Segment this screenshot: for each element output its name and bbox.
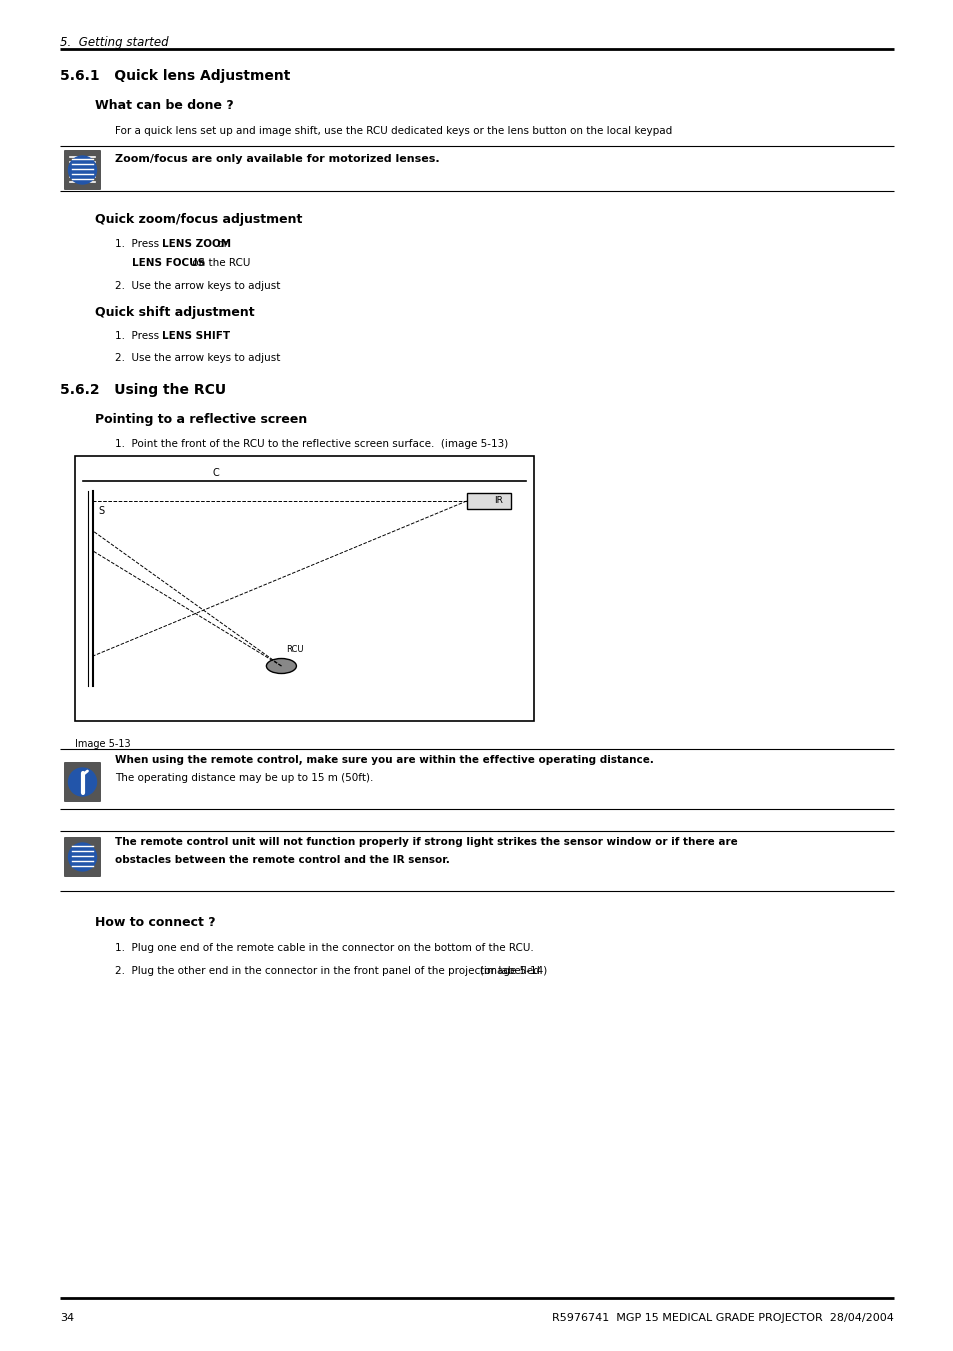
Text: 2.  Plug the other end in the connector in the front panel of the projector labe: 2. Plug the other end in the connector i… xyxy=(115,966,539,975)
Text: How to connect ?: How to connect ? xyxy=(95,916,215,929)
Text: Image 5-13: Image 5-13 xyxy=(75,739,131,748)
Text: IR: IR xyxy=(494,496,502,505)
Text: obstacles between the remote control and the IR sensor.: obstacles between the remote control and… xyxy=(115,855,450,865)
Text: R5976741  MGP 15 MEDICAL GRADE PROJECTOR  28/04/2004: R5976741 MGP 15 MEDICAL GRADE PROJECTOR … xyxy=(552,1313,893,1323)
Text: RCU: RCU xyxy=(286,644,304,654)
Text: on the RCU: on the RCU xyxy=(189,258,250,267)
Text: 1.  Point the front of the RCU to the reflective screen surface.  (image 5-13): 1. Point the front of the RCU to the ref… xyxy=(115,439,508,449)
Text: 1.  Plug one end of the remote cable in the connector on the bottom of the RCU.: 1. Plug one end of the remote cable in t… xyxy=(115,943,533,952)
Text: 1.  Press: 1. Press xyxy=(115,331,162,340)
Text: Zoom/focus are only available for motorized lenses.: Zoom/focus are only available for motori… xyxy=(115,154,439,163)
Text: Quick shift adjustment: Quick shift adjustment xyxy=(95,305,254,319)
Text: 2.  Use the arrow keys to adjust: 2. Use the arrow keys to adjust xyxy=(115,281,280,290)
Text: 34: 34 xyxy=(60,1313,74,1323)
FancyBboxPatch shape xyxy=(64,762,101,802)
Text: 5.6.2   Using the RCU: 5.6.2 Using the RCU xyxy=(60,382,226,397)
Text: For a quick lens set up and image shift, use the RCU dedicated keys or the lens : For a quick lens set up and image shift,… xyxy=(115,126,672,136)
Text: Pointing to a reflective screen: Pointing to a reflective screen xyxy=(95,413,307,426)
Text: LENS ZOOM: LENS ZOOM xyxy=(162,239,231,249)
Text: 5.6.1   Quick lens Adjustment: 5.6.1 Quick lens Adjustment xyxy=(60,69,290,82)
Text: When using the remote control, make sure you are within the effective operating : When using the remote control, make sure… xyxy=(115,755,653,765)
Text: S: S xyxy=(98,507,104,516)
Circle shape xyxy=(69,843,96,871)
Text: or: or xyxy=(213,239,228,249)
Text: C: C xyxy=(213,467,219,478)
Text: LENS FOCUS: LENS FOCUS xyxy=(132,258,205,267)
FancyBboxPatch shape xyxy=(64,838,101,877)
Circle shape xyxy=(69,767,96,796)
Text: 5.  Getting started: 5. Getting started xyxy=(60,36,169,49)
Text: Quick zoom/focus adjustment: Quick zoom/focus adjustment xyxy=(95,213,302,226)
Text: 2.  Use the arrow keys to adjust: 2. Use the arrow keys to adjust xyxy=(115,353,280,363)
Text: .  (image 5-14): . (image 5-14) xyxy=(470,966,547,975)
Ellipse shape xyxy=(266,658,296,674)
Bar xyxy=(75,457,533,721)
Text: The remote control unit will not function properly if strong light strikes the s: The remote control unit will not functio… xyxy=(115,838,737,847)
Bar xyxy=(466,493,510,509)
Text: The operating distance may be up to 15 m (50ft).: The operating distance may be up to 15 m… xyxy=(115,773,373,784)
Text: 1.  Press: 1. Press xyxy=(115,239,162,249)
Text: LENS SHIFT: LENS SHIFT xyxy=(162,331,230,340)
Text: What can be done ?: What can be done ? xyxy=(95,99,233,112)
FancyBboxPatch shape xyxy=(64,150,101,190)
Circle shape xyxy=(69,155,96,184)
